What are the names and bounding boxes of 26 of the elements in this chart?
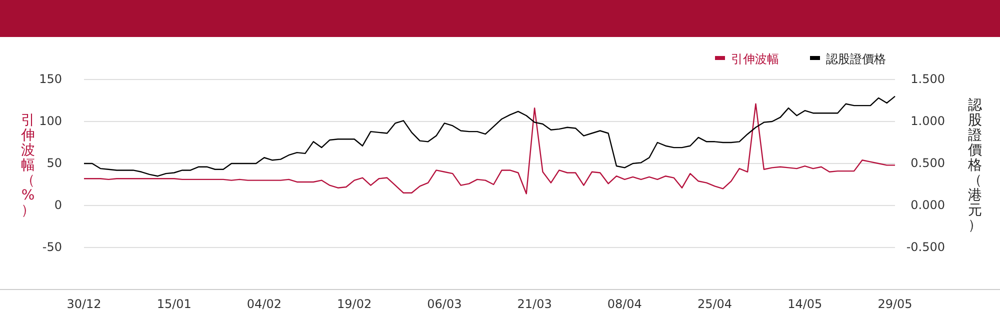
x-tick-label: 21/03 bbox=[517, 297, 552, 311]
legend-label: 認股證價格 bbox=[826, 52, 886, 66]
y-tick-label: 100 bbox=[39, 114, 62, 128]
x-tick-label: 08/04 bbox=[607, 297, 642, 311]
line-series bbox=[83, 103, 896, 194]
text: 認股證價格（港元） bbox=[968, 98, 982, 234]
line-series bbox=[83, 96, 896, 177]
x-tick-label: 04/02 bbox=[246, 297, 282, 311]
y2-tick-label: 1.000 bbox=[910, 114, 945, 128]
y2-tick-label: 0.000 bbox=[910, 198, 945, 212]
y-tick-label: 150 bbox=[39, 72, 62, 86]
x-tick-label: 25/04 bbox=[697, 297, 732, 311]
x-tick-label: 06/03 bbox=[427, 297, 462, 311]
y2-tick-label: 1.500 bbox=[910, 72, 945, 86]
y2-tick-label: 0.500 bbox=[910, 156, 945, 170]
y-axis-title: 引伸波幅（%） bbox=[20, 112, 35, 218]
y-tick-label: -50 bbox=[42, 240, 62, 254]
x-tick-label: 15/01 bbox=[156, 297, 192, 311]
legend-label: 引伸波幅 bbox=[731, 52, 779, 66]
x-tick-label: 14/05 bbox=[788, 297, 822, 311]
x-tick-label: 30/12 bbox=[66, 297, 102, 311]
y2-tick-label: -0.500 bbox=[906, 240, 945, 254]
x-tick-label: 29/05 bbox=[878, 297, 912, 311]
y-tick-label: 50 bbox=[46, 156, 62, 170]
x-tick-label: 19/02 bbox=[337, 297, 372, 311]
y-tick-label: 0 bbox=[54, 198, 62, 212]
